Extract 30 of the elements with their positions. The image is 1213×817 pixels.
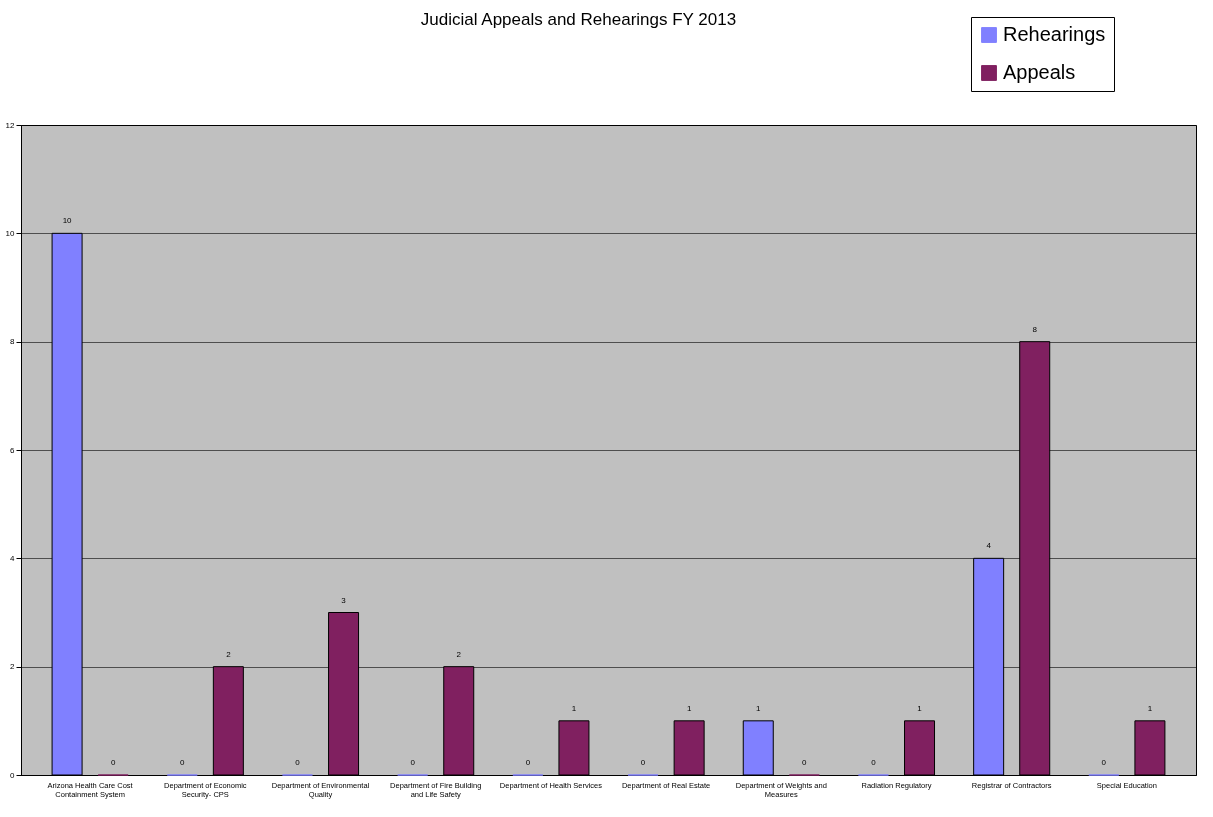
data-label: 0 [525,758,531,767]
y-tick-label: 8 [10,337,16,347]
data-label: 10 [62,216,73,226]
chart-title: Judicial Appeals and Rehearings FY 2013 [420,9,737,29]
data-label: 1 [756,703,762,713]
y-tick-label: 2 [10,662,16,672]
data-label: 0 [110,758,116,767]
data-label: 0 [640,758,646,767]
data-label: 0 [295,758,301,767]
data-label: 1 [571,703,577,713]
data-label: 1 [686,703,692,713]
data-label: 4 [986,541,992,551]
data-label: 1 [917,703,923,713]
data-label: 0 [410,758,416,767]
data-label: 0 [871,758,877,767]
y-tick-label: 10 [5,228,16,238]
legend-label: Rehearings [1003,23,1106,45]
data-label: 2 [226,649,232,659]
data-label: 3 [341,595,347,605]
data-label: 0 [802,758,808,767]
data-label: 0 [180,758,186,767]
y-tick-label: 0 [10,770,16,780]
y-tick-label: 6 [10,445,16,455]
y-tick-label: 4 [10,553,16,563]
y-tick-label: 12 [5,120,16,130]
data-label: 1 [1147,703,1153,713]
legend-label: Appeals [1003,61,1076,83]
data-label: 0 [1101,758,1107,767]
data-label: 2 [456,649,462,659]
data-label: 8 [1032,324,1038,334]
